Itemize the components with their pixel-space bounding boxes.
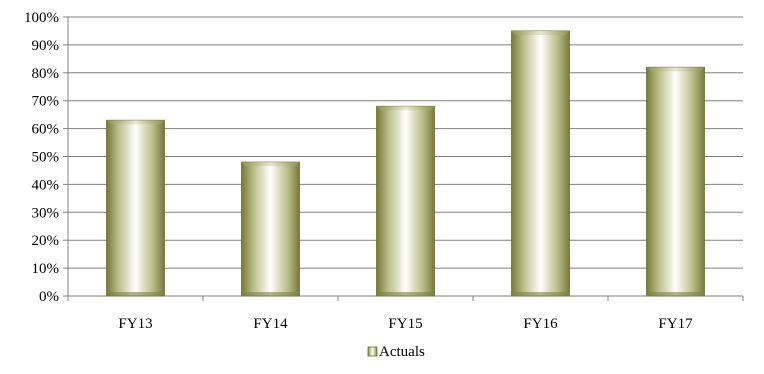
y-tick-label: 0% <box>39 289 59 305</box>
bar-bottom-bevel <box>106 292 165 296</box>
y-tick-label: 40% <box>32 177 60 193</box>
bar-fy15 <box>376 105 435 297</box>
bar <box>376 105 435 297</box>
y-tick-label: 70% <box>32 94 60 110</box>
x-tick-label: FY16 <box>523 316 558 332</box>
bar <box>106 119 165 297</box>
bar <box>646 66 705 297</box>
y-tick-label: 90% <box>32 38 60 54</box>
legend: Actuals <box>367 344 425 360</box>
bar-fy13 <box>106 119 165 297</box>
legend-label: Actuals <box>379 344 425 360</box>
bar <box>511 30 570 297</box>
y-tick-label: 20% <box>32 233 60 249</box>
x-tick-label: FY14 <box>253 316 288 332</box>
y-tick-label: 100% <box>24 10 59 26</box>
y-tick-label: 60% <box>32 122 60 138</box>
y-tick-label: 10% <box>32 261 60 277</box>
bar-top-bevel <box>106 120 165 125</box>
legend-swatch <box>367 346 378 357</box>
bar-top-bevel <box>241 162 300 167</box>
bar-bottom-bevel <box>241 292 300 296</box>
bars <box>106 30 705 297</box>
y-tick-label: 50% <box>32 150 60 166</box>
x-tick-label: FY13 <box>118 316 152 332</box>
y-tick-label: 30% <box>32 205 60 221</box>
bar-bottom-bevel <box>646 292 705 296</box>
bar-fy16 <box>511 30 570 297</box>
bar-fy14 <box>241 161 300 297</box>
y-tick-label: 80% <box>32 66 60 82</box>
bar-top-bevel <box>646 67 705 72</box>
x-tick-label: FY17 <box>658 316 693 332</box>
bar-bottom-bevel <box>376 292 435 296</box>
bar-fy17 <box>646 66 705 297</box>
bar-bottom-bevel <box>511 292 570 296</box>
x-tick-label: FY15 <box>388 316 422 332</box>
bar-top-bevel <box>376 106 435 111</box>
axis-labels: 0% 10% 20% 30% 40% 50% 60% 70% 80% 90% 100% FY13 FY1… <box>24 10 693 332</box>
bar-top-bevel <box>511 30 570 35</box>
bar <box>241 161 300 297</box>
